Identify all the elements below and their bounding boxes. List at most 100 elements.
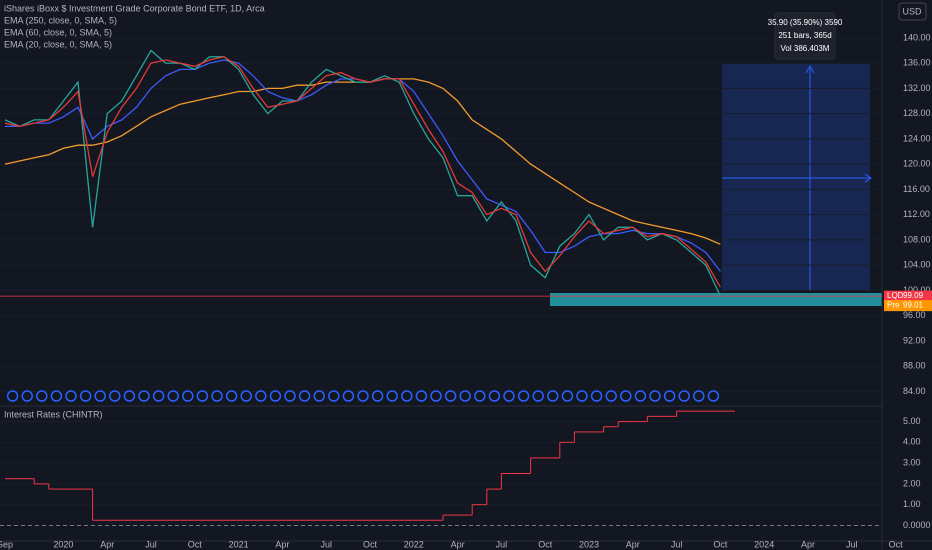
dividend-marker [605, 390, 617, 402]
dividend-marker [138, 390, 150, 402]
dividend-marker [240, 390, 252, 402]
x-tick-label: 2020 [53, 539, 73, 549]
dividend-marker [415, 390, 428, 402]
dividend-marker [459, 390, 471, 402]
dividend-marker [6, 390, 19, 402]
x-tick-label: Apr [801, 539, 815, 549]
chart-title: iShares iBoxx $ Investment Grade Corpora… [4, 3, 265, 13]
dividend-marker [503, 390, 515, 402]
y-tick-label: 128.00 [903, 108, 931, 118]
x-tick-label: Apr [100, 539, 114, 549]
dividend-marker [474, 390, 486, 402]
dividend-marker [123, 390, 136, 402]
y-tick-label: 0.0000 [903, 520, 931, 530]
price-label-box [884, 290, 932, 302]
dividend-marker [517, 390, 530, 402]
x-tick-label: Sep [0, 539, 13, 549]
dividend-marker [634, 390, 647, 402]
y-tick-label: 132.00 [903, 83, 931, 93]
price-label-name: Pre [887, 301, 900, 310]
dividend-marker [152, 390, 165, 402]
y-tick-label: 100.00 [903, 285, 931, 295]
dividend-marker [547, 390, 559, 402]
y-tick-label: 92.00 [903, 335, 926, 345]
dividend-marker [678, 390, 690, 402]
dividend-marker [298, 390, 311, 402]
dividend-marker [488, 390, 501, 402]
dividend-marker [36, 390, 48, 402]
dividend-marker [284, 390, 296, 402]
dividend-marker [255, 390, 267, 402]
series-line [4, 56, 721, 288]
measure-text: 251 bars, 365d [778, 31, 831, 40]
x-tick-label: Oct [363, 539, 378, 549]
dividend-marker [576, 390, 588, 402]
dividend-marker [167, 390, 179, 402]
dividend-marker [663, 390, 676, 402]
y-tick-label: 136.00 [903, 58, 931, 68]
x-tick-label: Jul [496, 539, 508, 549]
x-tick-label: Jul [320, 539, 332, 549]
y-tick-label: 140.00 [903, 32, 931, 42]
x-tick-label: Oct [188, 539, 203, 549]
dividend-marker [211, 390, 223, 402]
y-tick-label: 96.00 [903, 310, 926, 320]
dividend-marker [269, 390, 282, 402]
dividend-marker [386, 390, 398, 402]
y-tick-label: 116.00 [903, 184, 930, 194]
dividend-marker [21, 390, 33, 402]
y-tick-label: 124.00 [903, 133, 931, 143]
dividend-marker [430, 390, 442, 402]
price-label-value: 99.09 [903, 291, 924, 300]
dividend-marker [50, 390, 63, 402]
x-tick-label: 2021 [229, 539, 249, 549]
dividend-marker [79, 390, 92, 402]
y-tick-label: 2.00 [903, 478, 921, 488]
dividend-marker [328, 390, 340, 402]
x-tick-label: 2023 [579, 539, 599, 549]
y-tick-label: 3.00 [903, 457, 921, 467]
plot [0, 37, 882, 526]
x-tick-label: Oct [538, 539, 553, 549]
x-tick-label: Jul [671, 539, 683, 549]
dividend-marker [532, 390, 544, 402]
x-tick-label: Jul [846, 539, 858, 549]
series-line [4, 49, 721, 297]
currency[interactable]: USD [902, 6, 922, 16]
x-tick-label: Oct [713, 539, 728, 549]
x-tick-label: Apr [275, 539, 289, 549]
y-tick-label: 4.00 [903, 437, 921, 447]
x-tick-label: 2022 [404, 539, 424, 549]
currency-box[interactable] [898, 2, 927, 21]
y-tick-label: 1.00 [903, 499, 921, 509]
dividend-marker [313, 390, 325, 402]
measure-arrow-head [805, 64, 815, 74]
dividend-marker [225, 390, 238, 402]
legend-entry: EMA (250, close, 0, SMA, 5) [4, 15, 117, 25]
dividend-marker [620, 390, 632, 402]
y-tick-label: 84.00 [903, 386, 926, 396]
dividend-marker [196, 390, 209, 402]
measure-tooltip [774, 12, 836, 60]
x-tick-label: Apr [626, 539, 640, 549]
price-label-value: 99.01 [903, 301, 924, 310]
dividend-marker [401, 390, 413, 402]
dividend-marker [693, 390, 705, 402]
x-tick-label: Jul [145, 539, 157, 549]
y-tick-label: 88.00 [903, 361, 926, 371]
dividend-marker [444, 390, 457, 402]
measure-arrow-head [864, 173, 872, 183]
dividend-marker [371, 390, 384, 402]
measure-text: 35.90 (35.90%) 3590 [768, 18, 843, 27]
dividend-marker [649, 390, 661, 402]
y-tick-label: 108.00 [903, 234, 931, 244]
dividend-marker [707, 390, 720, 402]
dividend-marker [342, 390, 355, 402]
dividend-marker [182, 390, 194, 402]
price-label-name: LQD [887, 291, 904, 300]
y-tick-label: 5.00 [903, 416, 921, 426]
dividend-marker [109, 390, 121, 402]
x-tick-label: 2024 [754, 539, 774, 549]
legend-entry: EMA (60, close, 0, SMA, 5) [4, 27, 112, 37]
